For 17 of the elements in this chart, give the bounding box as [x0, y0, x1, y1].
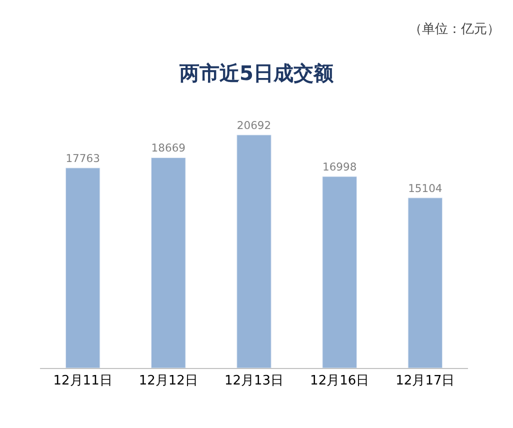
x-tick-label: 12月11日 — [53, 374, 112, 389]
bar — [322, 176, 357, 368]
bar — [151, 157, 186, 368]
bar — [65, 168, 100, 368]
data-label: 20692 — [236, 118, 272, 132]
data-label: 15104 — [408, 182, 442, 195]
data-label: 17763 — [66, 152, 100, 165]
chart-title: 两市近5日成交额 — [178, 60, 334, 85]
x-tick-label: 12月13日 — [224, 374, 284, 389]
bar — [408, 198, 443, 368]
data-label: 18669 — [151, 142, 186, 155]
text: （单位：亿元） — [409, 22, 500, 37]
bar — [236, 134, 272, 368]
x-tick-label: 12月12日 — [138, 374, 198, 389]
x-tick-label: 12月16日 — [310, 374, 370, 389]
data-label: 16998 — [322, 160, 357, 174]
x-tick-label: 12月17日 — [396, 374, 455, 389]
